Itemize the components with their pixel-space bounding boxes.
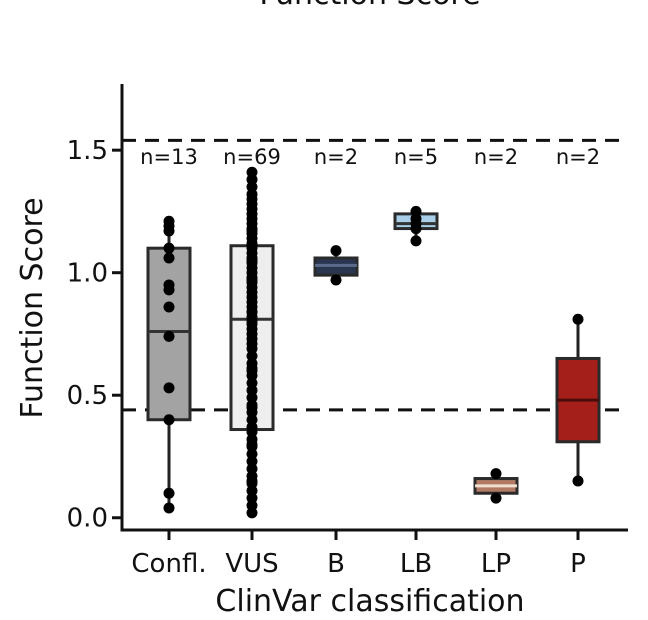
- data-point-4-0: [490, 492, 502, 504]
- data-point-0-9: [163, 242, 175, 254]
- data-point-5-1: [572, 313, 584, 325]
- data-point-1-68: [246, 475, 258, 487]
- data-point-1-62: [246, 254, 258, 266]
- data-point-0-2: [163, 414, 175, 426]
- x-tick-label-4: LP: [481, 549, 511, 579]
- n-label-0: n=13: [140, 145, 198, 169]
- n-label-2: n=2: [314, 145, 358, 169]
- n-label-3: n=5: [394, 145, 438, 169]
- chart-title: Function Score: [259, 0, 480, 12]
- data-point-0-12: [163, 215, 175, 227]
- data-point-1-63: [246, 240, 258, 252]
- data-point-1-66: [246, 401, 258, 413]
- n-label-4: n=2: [474, 145, 518, 169]
- plot-area: 0.0 0.5 1.0 1.5 n=13 Confl. n=69 VUS n=2 Bn=5 LB n=…: [67, 84, 628, 579]
- data-point-1-59: [246, 166, 258, 178]
- x-tick-label-5: P: [570, 549, 586, 579]
- data-point-5-0: [572, 475, 584, 487]
- data-point-2-1: [330, 245, 342, 257]
- data-point-0-0: [163, 502, 175, 514]
- y-tick-label-2: 1.0: [67, 259, 108, 289]
- n-label-1: n=69: [223, 145, 281, 169]
- data-point-1-60: [246, 306, 258, 318]
- y-tick-label-1: 0.5: [67, 381, 108, 411]
- y-tick-label-0: 0.0: [67, 504, 108, 534]
- x-tick-label-3: LB: [400, 549, 432, 579]
- n-label-5: n=2: [556, 145, 600, 169]
- data-point-0-8: [163, 252, 175, 264]
- data-point-1-65: [246, 362, 258, 374]
- data-point-3-4: [410, 205, 422, 217]
- x-tick-label-1: VUS: [225, 549, 278, 579]
- data-point-3-0: [410, 235, 422, 247]
- y-tick-label-3: 1.5: [67, 136, 108, 166]
- data-point-1-61: [246, 274, 258, 286]
- data-point-0-3: [163, 382, 175, 394]
- data-point-1-67: [246, 438, 258, 450]
- data-point-0-4: [163, 330, 175, 342]
- y-axis-title: Function Score: [15, 197, 50, 418]
- data-point-0-5: [163, 301, 175, 313]
- data-point-2-0: [330, 274, 342, 286]
- data-point-0-7: [163, 279, 175, 291]
- data-point-4-1: [490, 468, 502, 480]
- data-point-1-64: [246, 225, 258, 237]
- x-tick-label-0: Confl.: [131, 549, 206, 579]
- x-tick-label-2: B: [327, 549, 345, 579]
- data-point-0-1: [163, 487, 175, 499]
- x-axis-title: ClinVar classification: [215, 584, 524, 619]
